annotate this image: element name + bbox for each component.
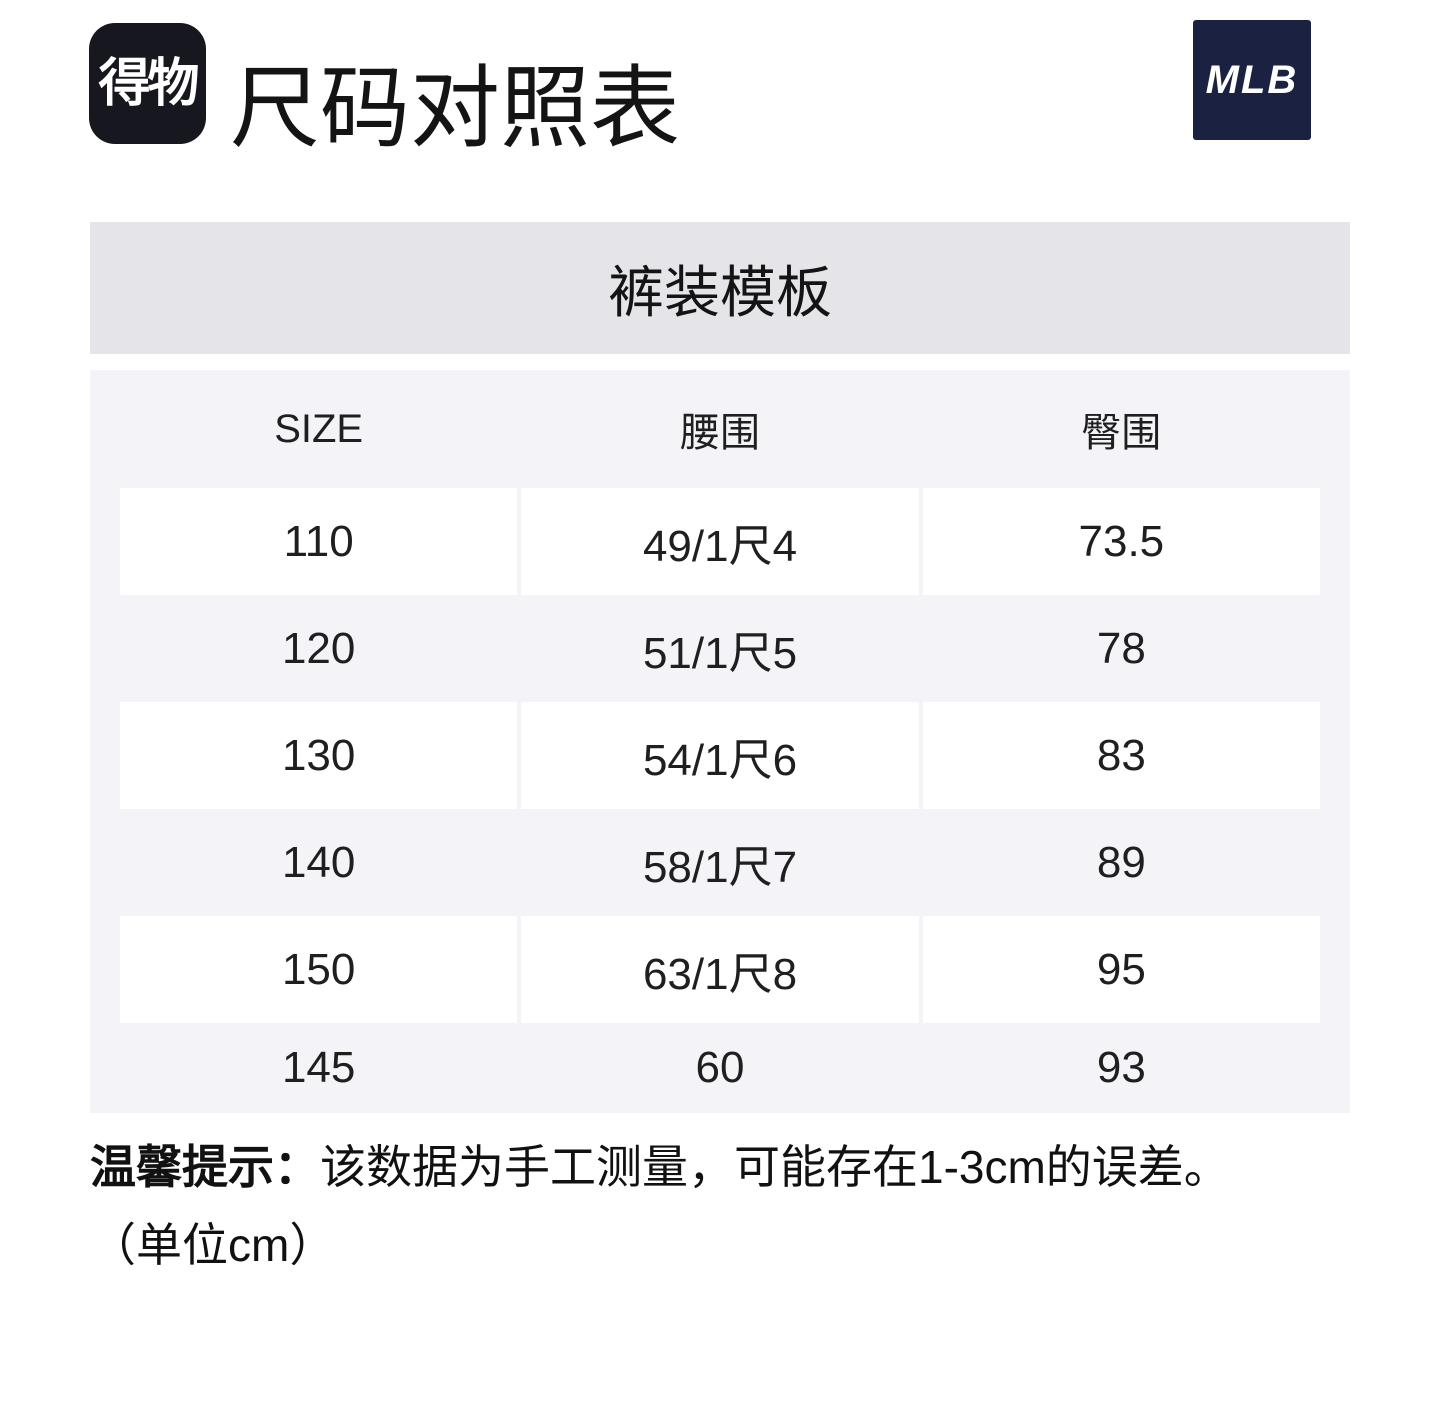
cell-waist: 49/1尺4 (521, 488, 919, 595)
cell-waist: 60 (695, 1043, 745, 1092)
page-title: 尺码对照表 (230, 59, 680, 159)
table-row: 120 51/1尺5 78 (90, 595, 1350, 702)
cell-hip: 93 (1096, 1043, 1146, 1092)
table-row: 140 58/1尺7 89 (90, 809, 1350, 916)
cell-hip: 89 (1096, 837, 1146, 887)
table-row: 130 54/1尺6 83 (90, 702, 1350, 809)
cell-waist: 54/1尺6 (521, 702, 919, 809)
column-header-size: SIZE (274, 406, 364, 451)
cell-size: 140 (281, 837, 356, 887)
cell-size: 145 (281, 1043, 356, 1092)
dewu-logo: 得物 (89, 23, 206, 144)
cell-size: 150 (120, 916, 518, 1023)
cell-waist: 58/1尺7 (642, 842, 798, 892)
cell-hip: 95 (922, 916, 1320, 1023)
size-table: SIZE 腰围 臀围 110 49/1尺4 73.5 120 51/1尺5 78… (90, 370, 1350, 1113)
mlb-brand-logo-text: MLB (1205, 58, 1299, 102)
note-prefix: 温馨提示： (90, 1141, 320, 1193)
table-row: 145 60 93 (90, 1023, 1350, 1113)
note-line-1: 温馨提示：该数据为手工测量，可能存在1-3cm的误差。 (90, 1128, 1380, 1206)
template-banner: 裤装模板 (90, 222, 1350, 354)
table-row: 110 49/1尺4 73.5 (90, 488, 1350, 595)
column-header-hip: 臀围 (1081, 411, 1162, 455)
table-header-row: SIZE 腰围 臀围 (90, 370, 1350, 488)
table-row: 150 63/1尺8 95 (90, 916, 1350, 1023)
cell-waist: 51/1尺5 (642, 628, 798, 678)
column-header-waist: 腰围 (679, 411, 760, 455)
cell-size: 130 (120, 702, 518, 809)
template-banner-label: 裤装模板 (608, 260, 832, 324)
cell-hip: 83 (922, 702, 1320, 809)
note-line-2: （单位cm） (90, 1219, 336, 1271)
mlb-brand-logo: MLB (1193, 20, 1311, 140)
note-body: 该数据为手工测量，可能存在1-3cm的误差。 (320, 1141, 1230, 1193)
cell-size: 120 (281, 623, 356, 673)
dewu-logo-text: 得物 (98, 54, 199, 113)
cell-waist: 63/1尺8 (521, 916, 919, 1023)
cell-size: 110 (120, 488, 518, 595)
cell-hip: 78 (1096, 623, 1146, 673)
measurement-note: 温馨提示：该数据为手工测量，可能存在1-3cm的误差。 （单位cm） (90, 1128, 1380, 1284)
cell-hip: 73.5 (922, 488, 1320, 595)
